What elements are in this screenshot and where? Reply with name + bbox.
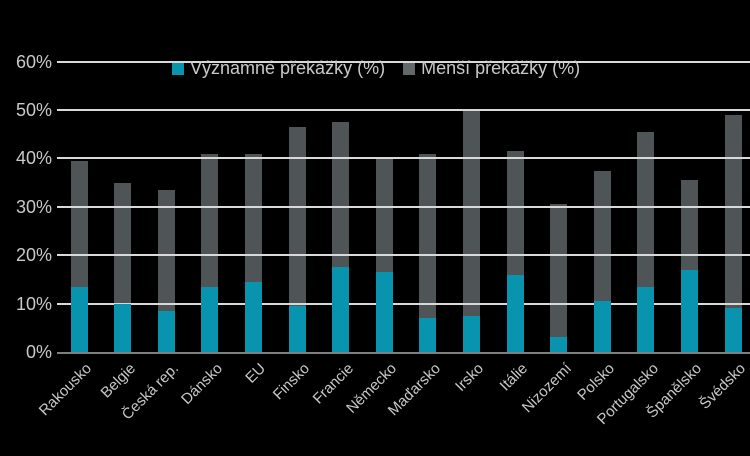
bar-segment-minor-Finsko xyxy=(288,126,306,307)
bar-segment-minor-Maďarsko xyxy=(419,153,437,319)
bar-segment-significant-Dánsko xyxy=(201,286,219,352)
bar-segment-minor-Dánsko xyxy=(201,153,219,287)
bar-segment-minor-Polsko xyxy=(593,170,611,302)
x-axis-line xyxy=(57,352,750,354)
y-axis-tick-label: 30% xyxy=(15,196,52,217)
y-axis-tick-label: 20% xyxy=(15,245,52,266)
legend-swatch-minor-icon xyxy=(403,62,416,75)
bar-segment-minor-Nizozemí xyxy=(550,204,568,338)
gridline xyxy=(57,205,750,208)
bar-segment-significant-Nizozemí xyxy=(550,337,568,352)
legend-item-significant: Významné překážky (%) xyxy=(172,58,385,79)
bar-segment-minor-Irsko xyxy=(462,110,480,316)
bar-segment-significant-Itálie xyxy=(506,274,524,352)
bar-segment-minor-Česká rep. xyxy=(157,189,175,311)
bar-segment-minor-Německo xyxy=(375,158,393,273)
bar-segment-minor-Portugalsko xyxy=(637,131,655,287)
y-axis-tick-label: 10% xyxy=(15,293,52,314)
bar-segment-minor-Španělsko xyxy=(680,180,698,270)
bar-segment-minor-Švédsko xyxy=(724,114,742,309)
y-axis-tick-label: 0% xyxy=(25,342,52,362)
bar-segment-significant-Německo xyxy=(375,272,393,352)
bar-segment-significant-Francie xyxy=(332,267,350,352)
bar-segment-significant-EU xyxy=(244,281,262,352)
bar-segment-significant-Česká rep. xyxy=(157,310,175,352)
bar-segment-minor-Belgie xyxy=(114,182,132,304)
gridline xyxy=(57,109,750,111)
bar-segment-minor-EU xyxy=(244,153,262,282)
bar-segment-significant-Rakousko xyxy=(70,286,88,352)
bar-segment-significant-Švédsko xyxy=(724,308,742,352)
x-axis-label-Švédsko: Švédsko xyxy=(696,360,750,413)
bar-segment-significant-Finsko xyxy=(288,306,306,352)
bar-segment-significant-Polsko xyxy=(593,301,611,352)
bar-segment-significant-Španělsko xyxy=(680,269,698,352)
y-axis-tick-label: 50% xyxy=(15,100,52,120)
y-axis-tick-label: 60% xyxy=(15,51,52,72)
bar-segment-significant-Maďarsko xyxy=(419,318,437,352)
legend-item-minor: Menší překážky (%) xyxy=(403,58,580,79)
bar-segment-significant-Portugalsko xyxy=(637,286,655,352)
bar-segment-significant-Irsko xyxy=(462,315,480,352)
legend-label-minor: Menší překážky (%) xyxy=(421,58,581,78)
gridline xyxy=(57,157,750,160)
bar-segment-minor-Francie xyxy=(332,122,350,268)
legend-label-significant: Významné překážky (%) xyxy=(190,58,386,78)
gridline xyxy=(57,60,750,63)
bar-segment-minor-Rakousko xyxy=(70,160,88,287)
legend-swatch-significant-icon xyxy=(172,62,184,75)
gridline xyxy=(57,302,750,305)
bar-segment-minor-Itálie xyxy=(506,151,524,275)
gridline xyxy=(57,254,750,257)
y-axis-tick-label: 40% xyxy=(15,148,52,169)
bar-segment-significant-Belgie xyxy=(114,303,132,352)
chart-legend: Významné překážky (%) Menší překážky (%) xyxy=(172,58,580,79)
